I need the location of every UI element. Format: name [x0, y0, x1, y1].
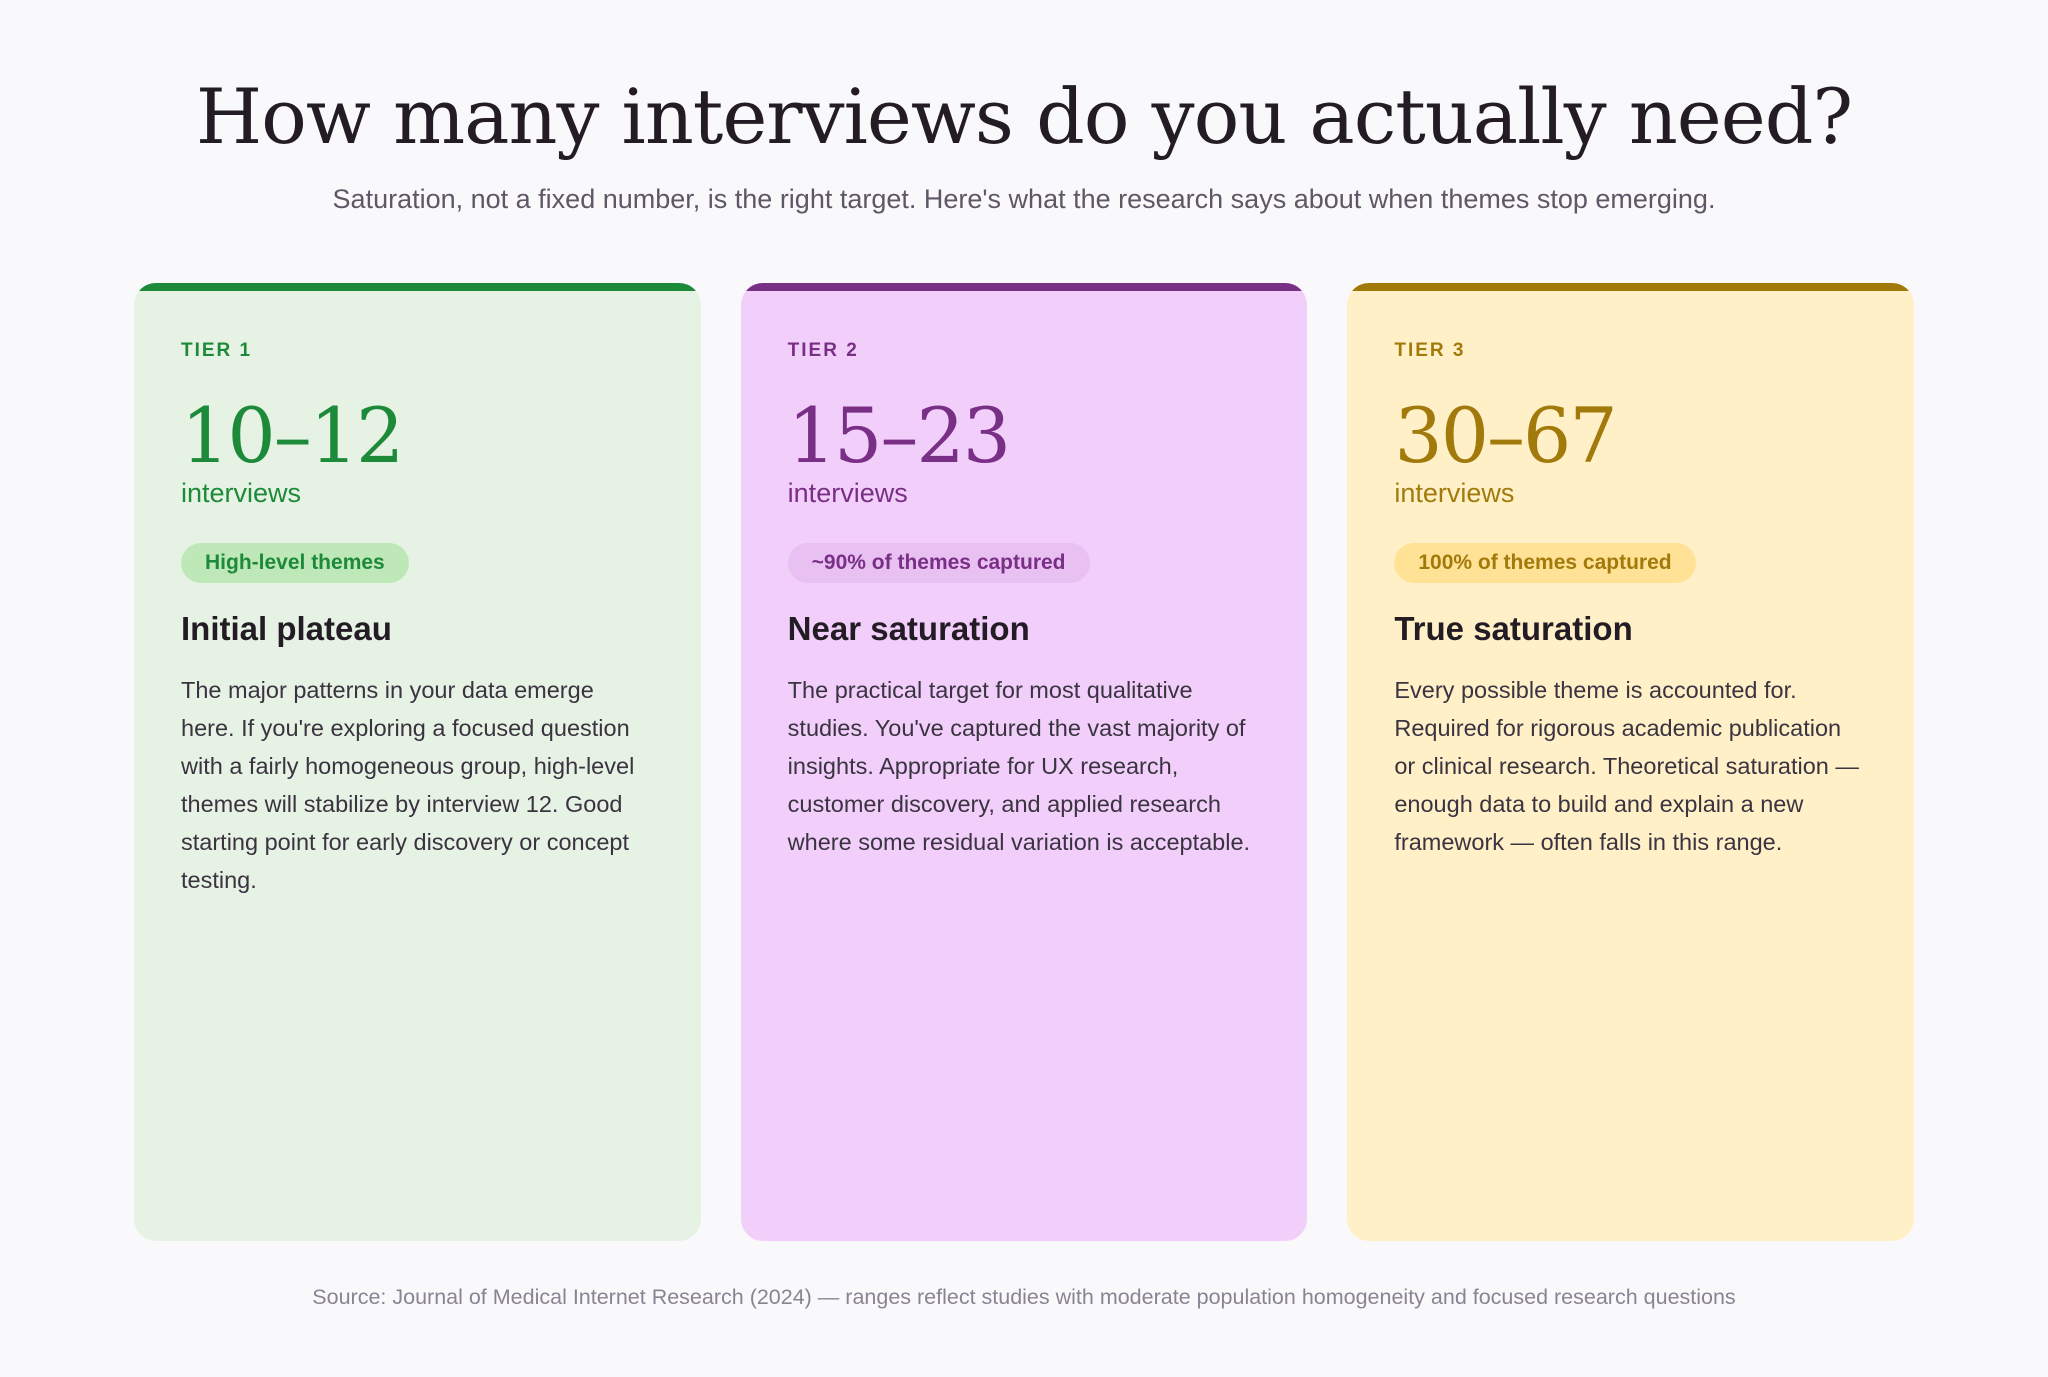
tier-card-3: TIER 3 30–67 interviews 100% of themes c…: [1347, 283, 1915, 1241]
interview-range: 30–67: [1394, 391, 1617, 480]
range-unit: interviews: [787, 478, 908, 508]
source-citation: Source: Journal of Medical Internet Rese…: [312, 1285, 1736, 1309]
tier-label: TIER 1: [181, 340, 253, 361]
page-header: How many interviews do you actually need…: [0, 62, 2048, 216]
tier-label: TIER 3: [1394, 340, 1466, 361]
card-accent-bar: [1347, 283, 1915, 291]
card-title: Near saturation: [787, 610, 1030, 647]
coverage-badge: ~90% of themes captured: [787, 543, 1090, 583]
card-accent-bar: [740, 283, 1308, 291]
tier-card-2: TIER 2 15–23 interviews ~90% of themes c…: [740, 283, 1308, 1241]
interview-range: 10–12: [181, 391, 404, 480]
card-description: The practical target for most qualitativ…: [787, 677, 1251, 855]
tier-card-1: TIER 1 10–12 interviews High-level theme…: [134, 283, 701, 1241]
tier-label: TIER 2: [787, 340, 859, 361]
card-title: True saturation: [1394, 610, 1633, 647]
card-title: Initial plateau: [181, 610, 392, 647]
card-accent-bar: [134, 283, 701, 291]
range-unit: interviews: [1394, 478, 1515, 508]
coverage-badge: 100% of themes captured: [1394, 543, 1696, 583]
range-unit: interviews: [181, 478, 302, 508]
page-title: How many interviews do you actually need…: [195, 72, 1853, 161]
card-description: Every possible theme is accounted for. R…: [1394, 677, 1859, 855]
page-subtitle: Saturation, not a fixed number, is the r…: [332, 184, 1716, 214]
tier-cards: TIER 1 10–12 interviews High-level theme…: [134, 283, 1915, 1241]
coverage-badge: High-level themes: [181, 543, 409, 583]
interview-range: 15–23: [787, 391, 1011, 480]
card-description: The major patterns in your data emerge h…: [181, 677, 635, 893]
